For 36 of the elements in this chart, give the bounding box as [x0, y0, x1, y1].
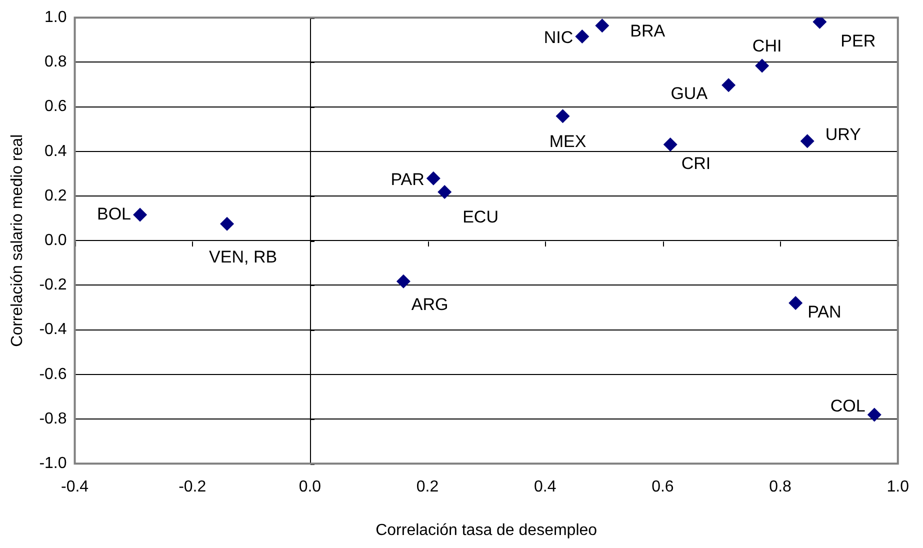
x-tick-label: 0.0	[298, 478, 322, 496]
annotation: GUA	[670, 84, 708, 103]
y-tick-label: 0.8	[44, 54, 67, 71]
y-tick-label: 0.2	[44, 187, 67, 204]
annotation: PAN	[808, 302, 842, 322]
y-tick-label: 0.6	[44, 98, 67, 116]
annotation: COL	[830, 396, 866, 416]
annotation: ARG	[411, 295, 448, 314]
y-tick-label: -1.0	[39, 455, 67, 472]
annotation: MEX	[549, 132, 586, 151]
y-tick-label: 0.0	[44, 232, 67, 250]
annotation: ECU	[462, 208, 498, 227]
y-tick-label: -0.4	[39, 321, 67, 338]
y-tick-label: 1.0	[44, 9, 67, 26]
x-tick-label: 0.6	[652, 478, 674, 496]
annotation: URY	[825, 124, 861, 144]
annotation: CHI	[752, 36, 782, 56]
x-tick-label: 0.2	[416, 478, 439, 496]
x-tick-label: 1.0	[886, 478, 910, 496]
y-tick-label: -0.8	[39, 410, 67, 428]
annotation: NIC	[544, 28, 574, 48]
annotation: PER	[840, 32, 876, 51]
x-tick-label: -0.2	[178, 478, 206, 496]
y-axis-title: Correlación salario medio real	[9, 134, 26, 347]
y-tick-label: -0.2	[39, 276, 67, 294]
y-tick-label: -0.6	[39, 366, 67, 383]
annotation: PAR	[390, 170, 424, 190]
annotation: CRI	[681, 154, 711, 174]
x-tick-label: 0.4	[534, 478, 556, 496]
x-tick-label: -0.4	[60, 478, 89, 496]
annotation: VEN, RB	[209, 248, 278, 267]
x-axis-title: Correlación tasa de desempleo	[376, 522, 598, 539]
x-tick-label: 0.8	[769, 478, 792, 496]
annotation: BRA	[630, 21, 666, 40]
annotation: BOL	[97, 204, 132, 224]
y-tick-label: 0.4	[44, 142, 67, 160]
